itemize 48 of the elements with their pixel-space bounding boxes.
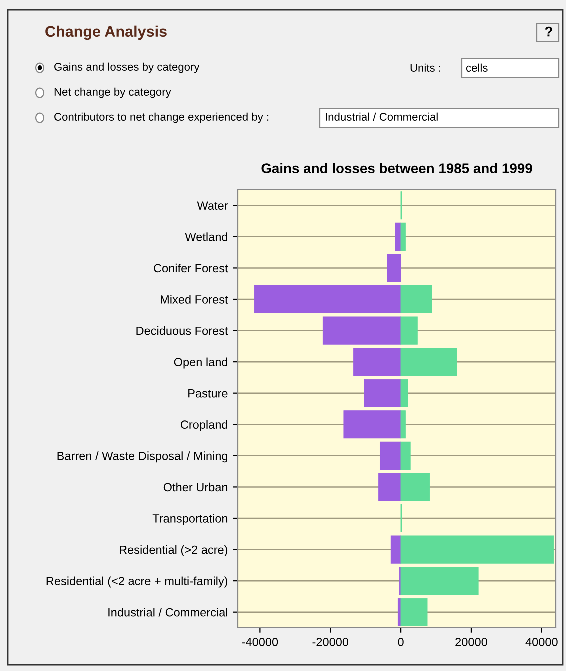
x-tick-label: -20000 <box>312 638 349 646</box>
y-tick-label: Cropland <box>180 420 228 432</box>
bar <box>390 536 402 564</box>
y-tick-label: Industrial / Commercial <box>108 608 228 617</box>
x-tick-label: -40000 <box>242 638 278 646</box>
text: Contributors to net change experienced by : <box>54 112 269 124</box>
y-tick-label: Residential (<2 acre + multi-family) <box>46 576 228 588</box>
bar <box>400 410 406 439</box>
bar <box>364 379 402 408</box>
bar <box>254 285 402 314</box>
bar <box>400 316 418 345</box>
y-tick-label: Mixed Forest <box>161 295 228 304</box>
bar <box>380 442 402 470</box>
x-tick-label: 20000 <box>456 638 488 646</box>
x-tick-label: 40000 <box>526 638 558 646</box>
y-tick-label: Deciduous Forest <box>136 326 228 336</box>
y-tick-label: Water <box>197 202 228 210</box>
bar <box>344 410 402 439</box>
bar <box>400 348 458 376</box>
y-tick-label: Other Urban <box>164 482 228 492</box>
text: Gains and losses by category <box>54 62 200 74</box>
bar <box>400 536 554 564</box>
bar <box>387 254 402 282</box>
bar <box>378 473 402 502</box>
bar <box>322 316 402 345</box>
bar <box>400 567 479 596</box>
y-tick-label: Open land <box>174 358 228 369</box>
text: Net change by category <box>54 88 172 98</box>
chart-title: Gains and losses between 1985 and 1999 <box>262 163 532 174</box>
bar <box>400 442 411 470</box>
bar <box>400 598 428 626</box>
bar <box>354 348 402 376</box>
y-tick-label: Conifer Forest <box>154 264 228 273</box>
text: cells <box>466 64 488 72</box>
y-tick-label: Wetland <box>185 232 228 242</box>
y-tick-label: Barren / Waste Disposal / Mining <box>58 452 228 463</box>
bar <box>400 379 408 408</box>
y-tick-label: Residential (>2 acre) <box>120 546 228 557</box>
text: Industrial / Commercial <box>326 112 438 121</box>
bar <box>400 473 430 502</box>
text: ? <box>545 26 552 37</box>
text: Units : <box>410 64 440 72</box>
y-tick-label: Transportation <box>152 514 228 526</box>
x-tick-label: 0 <box>398 638 404 646</box>
bar <box>400 285 432 314</box>
bar <box>400 222 406 251</box>
text: Change Analysis <box>46 26 167 40</box>
y-tick-label: Pasture <box>188 390 228 398</box>
